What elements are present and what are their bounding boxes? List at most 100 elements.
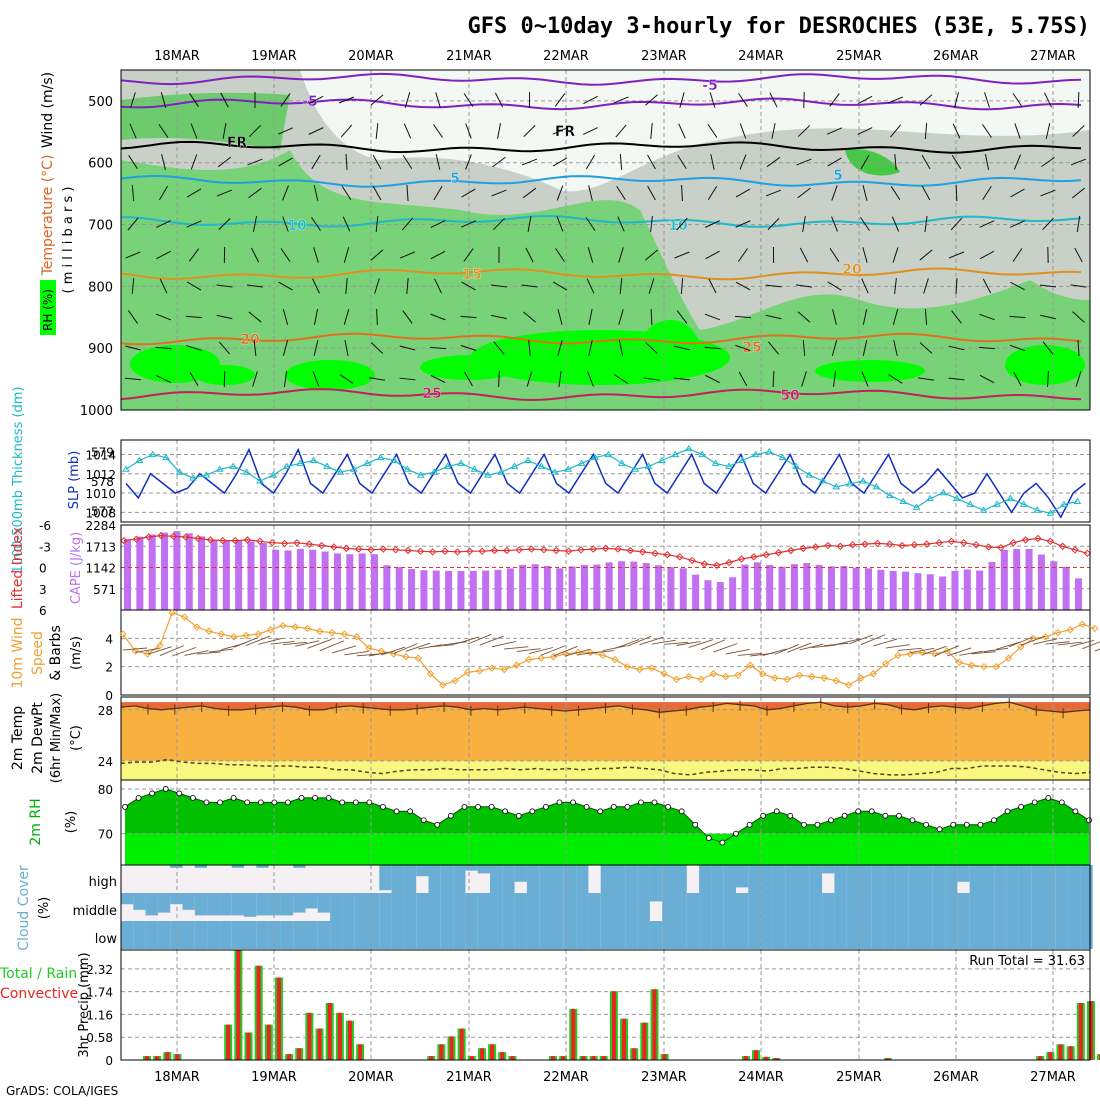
cloud-low-bar — [527, 921, 539, 949]
cloud-middle-bar — [207, 893, 219, 915]
cloud-middle-bar — [650, 893, 662, 901]
cape-bar — [186, 533, 193, 610]
cloud-high-bar — [625, 865, 637, 893]
precip-total-label: Total / Rain — [0, 966, 77, 982]
cloud-low-bar — [1068, 921, 1080, 949]
rh2m-marker — [733, 831, 738, 836]
cloud-low-bar — [699, 921, 711, 949]
rh2m-marker — [679, 809, 684, 814]
cloud-high-bar — [552, 865, 564, 893]
cloud-middle-bar — [318, 893, 330, 913]
cape-bar — [606, 562, 613, 610]
cloud-low-bar — [933, 921, 945, 949]
rh2m-tick: 80 — [98, 783, 113, 797]
precip-convective-bar — [490, 1044, 494, 1060]
cloud-low-bar — [133, 921, 145, 949]
rh2m-marker — [842, 813, 847, 818]
cloud-low-bar — [1044, 921, 1056, 949]
cape-bar — [939, 577, 946, 610]
cape-bar — [877, 570, 884, 610]
wind-barb-10m — [886, 645, 910, 648]
precip-convective-bar — [429, 1056, 433, 1060]
cloud-high-bar — [478, 865, 490, 873]
cloud-low-bar — [195, 921, 207, 949]
cloud-low-bar — [711, 921, 723, 949]
cloud-middle-bar — [798, 893, 810, 921]
cape-bar — [569, 566, 576, 610]
precip-convective-bar — [145, 1056, 149, 1060]
cloud-middle-bar — [232, 893, 244, 915]
cloud-high-bar — [822, 865, 834, 873]
cloud-middle-bar — [121, 893, 133, 904]
cloud-middle-bar — [539, 893, 551, 921]
cape-bar — [482, 571, 489, 610]
precip-convective-bar — [277, 978, 281, 1061]
wind-barb-10m — [332, 646, 356, 653]
cloud-low-bar — [675, 921, 687, 949]
rh2m-tick: 70 — [98, 828, 113, 842]
cape-bar — [890, 571, 897, 610]
wind-barb-10m — [603, 646, 627, 651]
cloud-high-bar — [810, 865, 822, 893]
contour-label: 50 — [780, 388, 800, 404]
date-label-top: 24MAR — [738, 49, 784, 64]
date-label-bottom: 25MAR — [836, 1070, 882, 1085]
cloud-middle-bar — [293, 893, 305, 913]
cloud-high-bar — [465, 865, 477, 871]
wind-barb-10m — [849, 635, 873, 644]
cloud-middle-bar — [736, 893, 748, 921]
cape-bar — [124, 539, 131, 610]
cloud-middle-bar — [921, 893, 933, 921]
cloud-middle-bar — [970, 893, 982, 921]
cloud-low-bar — [1007, 921, 1019, 949]
cloud-low-bar — [822, 921, 834, 949]
contour-label: FR — [227, 135, 248, 151]
wind-tick: 2 — [105, 661, 113, 675]
cloud-middle-bar — [330, 893, 342, 921]
lifted-index-axis-label: Lifted Index — [10, 527, 26, 609]
cloud-high-bar — [761, 865, 773, 893]
precip-convective-bar — [571, 1009, 575, 1060]
cloud-middle-bar — [588, 893, 600, 921]
cloud-low-bar — [625, 921, 637, 949]
rh2m-axis-label: 2m RH — [28, 798, 44, 845]
rh2m-marker — [123, 804, 128, 809]
cloud-high-bar — [748, 865, 760, 893]
cloud-high-bar — [699, 865, 711, 893]
cloud-middle-bar — [183, 893, 195, 910]
cloud-middle-bar — [195, 893, 207, 915]
rh2m-marker — [720, 840, 725, 845]
precip-convective-bar — [287, 1054, 291, 1060]
cape-tick: 2284 — [85, 519, 116, 533]
precip-convective-bar — [307, 1013, 311, 1060]
cloud-high-bar — [884, 865, 896, 893]
cloud-low-bar — [576, 921, 588, 949]
cloud-low-bar — [404, 921, 416, 949]
wind-barb — [956, 185, 957, 201]
date-label-bottom: 27MAR — [1030, 1070, 1076, 1085]
rh2m-marker — [991, 818, 996, 823]
rh2m-marker — [693, 822, 698, 827]
cape-bar — [322, 552, 329, 610]
cloud-middle-bar — [576, 893, 588, 921]
rh2m-marker — [815, 822, 820, 827]
temp-label-d: (°C) — [69, 725, 84, 751]
rh2m-marker — [299, 795, 304, 800]
rh2m-marker — [856, 809, 861, 814]
cape-bar — [951, 571, 958, 610]
cloud-high-bar — [638, 865, 650, 893]
temp-label-b: 2m DewPt — [30, 702, 46, 774]
cloud-high-bar — [957, 865, 969, 882]
cape-bar — [420, 570, 427, 610]
cape-bar — [717, 582, 724, 610]
cloud-middle-bar — [761, 893, 773, 921]
precip-convective-bar — [439, 1044, 443, 1060]
precip-convective-bar — [1079, 1003, 1083, 1060]
cloud-middle-bar — [170, 893, 182, 904]
cloud-high-bar — [1068, 865, 1080, 893]
cloud-high-bar — [736, 865, 748, 887]
pressure-tick: 700 — [88, 219, 113, 234]
precip-convective-bar — [754, 1050, 758, 1060]
cloud-high-bar — [416, 865, 428, 876]
cape-bar — [865, 568, 872, 610]
